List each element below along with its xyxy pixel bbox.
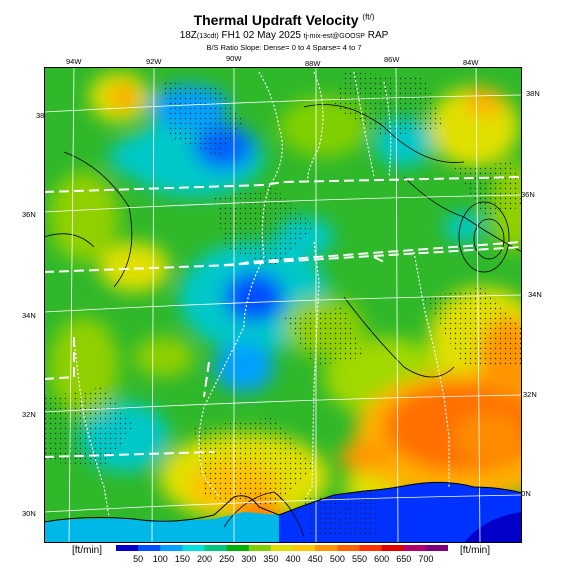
lon-label: 88W — [305, 59, 321, 68]
lat-label-left: 36N — [22, 210, 36, 219]
lat-label-left: 32N — [22, 410, 36, 419]
colorbar-tick-label: 150 — [174, 554, 190, 564]
colorbar-unit-right: [ft/min] — [460, 545, 491, 556]
colorbar-tick-label: 550 — [351, 554, 367, 564]
lon-label: 92W — [146, 57, 162, 66]
lat-label-right: 30N — [517, 489, 531, 498]
colorbar-segment — [359, 545, 383, 551]
colorbar-segment — [425, 545, 448, 551]
colorbar-tick-label: 200 — [197, 554, 213, 564]
colorbar-segment — [226, 545, 250, 551]
colorbar-segment — [138, 545, 161, 551]
latlon-grid — [44, 67, 522, 543]
colorbar-segment — [381, 545, 405, 551]
state-boundaries — [44, 176, 522, 458]
river-boundaries — [73, 71, 450, 518]
colorbar-unit-left: [ft/min] — [72, 545, 103, 556]
contour-lines — [44, 104, 522, 538]
colorbar-tick-label: 100 — [152, 554, 168, 564]
colorbar — [116, 545, 448, 551]
gulf-shelf — [44, 512, 279, 543]
colorbar-tick-label: 450 — [307, 554, 323, 564]
run-paren: (13cdt) — [196, 33, 219, 40]
lon-label: 84W — [463, 58, 479, 67]
colorbar-tick-label: 300 — [241, 554, 257, 564]
colorbar-segment — [270, 545, 294, 551]
credit: tj-mix-est@GOOSP — [303, 33, 365, 40]
updraft-map — [44, 67, 522, 543]
colorbar-tick-label: 250 — [219, 554, 235, 564]
colorbar-tick-label: 350 — [263, 554, 279, 564]
lat-label-right: 36N — [521, 190, 535, 199]
lon-label: 90W — [226, 54, 242, 63]
lat-label-right: 32N — [523, 390, 537, 399]
colorbar-tick-label: 500 — [329, 554, 345, 564]
colorbar-segment — [160, 545, 183, 551]
colorbar-tick-label: 600 — [374, 554, 390, 564]
lat-label-left: 38N — [36, 111, 50, 120]
coastline — [44, 481, 522, 523]
lon-label: 86W — [384, 55, 400, 64]
model-name: RAP — [367, 30, 389, 41]
colorbar-tick-label: 650 — [396, 554, 412, 564]
colorbar-segment — [204, 545, 228, 551]
colorbar-tick-label: 50 — [133, 554, 144, 564]
run-info-line: 18Z(13cdt) FH1 02 May 2025 tj-mix-est@GO… — [0, 30, 568, 41]
colorbar-segment — [293, 545, 316, 551]
lat-label-left: 30N — [22, 509, 36, 518]
run-prefix: 18Z — [179, 30, 197, 41]
colorbar-segment — [403, 545, 427, 551]
colorbar-tick-label: 700 — [418, 554, 434, 564]
colorbar-segment — [116, 545, 139, 551]
lat-label-right: 38N — [526, 89, 540, 98]
run-info: FH1 02 May 2025 — [221, 30, 302, 41]
lat-label-left: 34N — [22, 311, 36, 320]
title-unit: (ft/) — [362, 12, 375, 22]
colorbar-segment — [337, 545, 360, 551]
colorbar-tick-label: 400 — [285, 554, 301, 564]
colorbar-segment — [248, 545, 272, 551]
subtitle: B/S Ratio Slope: Dense= 0 to 4 Sparse= 4… — [206, 43, 362, 52]
colorbar-segment — [182, 545, 206, 551]
colorbar-segment — [315, 545, 338, 551]
lat-label-right: 34N — [528, 290, 542, 299]
stipple-regions — [44, 72, 522, 537]
deep-water — [464, 512, 522, 543]
title-text: Thermal Updraft Velocity — [193, 12, 359, 28]
lon-label: 94W — [66, 57, 82, 66]
map-frame — [44, 67, 522, 543]
chart-title: Thermal Updraft Velocity (ft/) — [0, 12, 568, 28]
